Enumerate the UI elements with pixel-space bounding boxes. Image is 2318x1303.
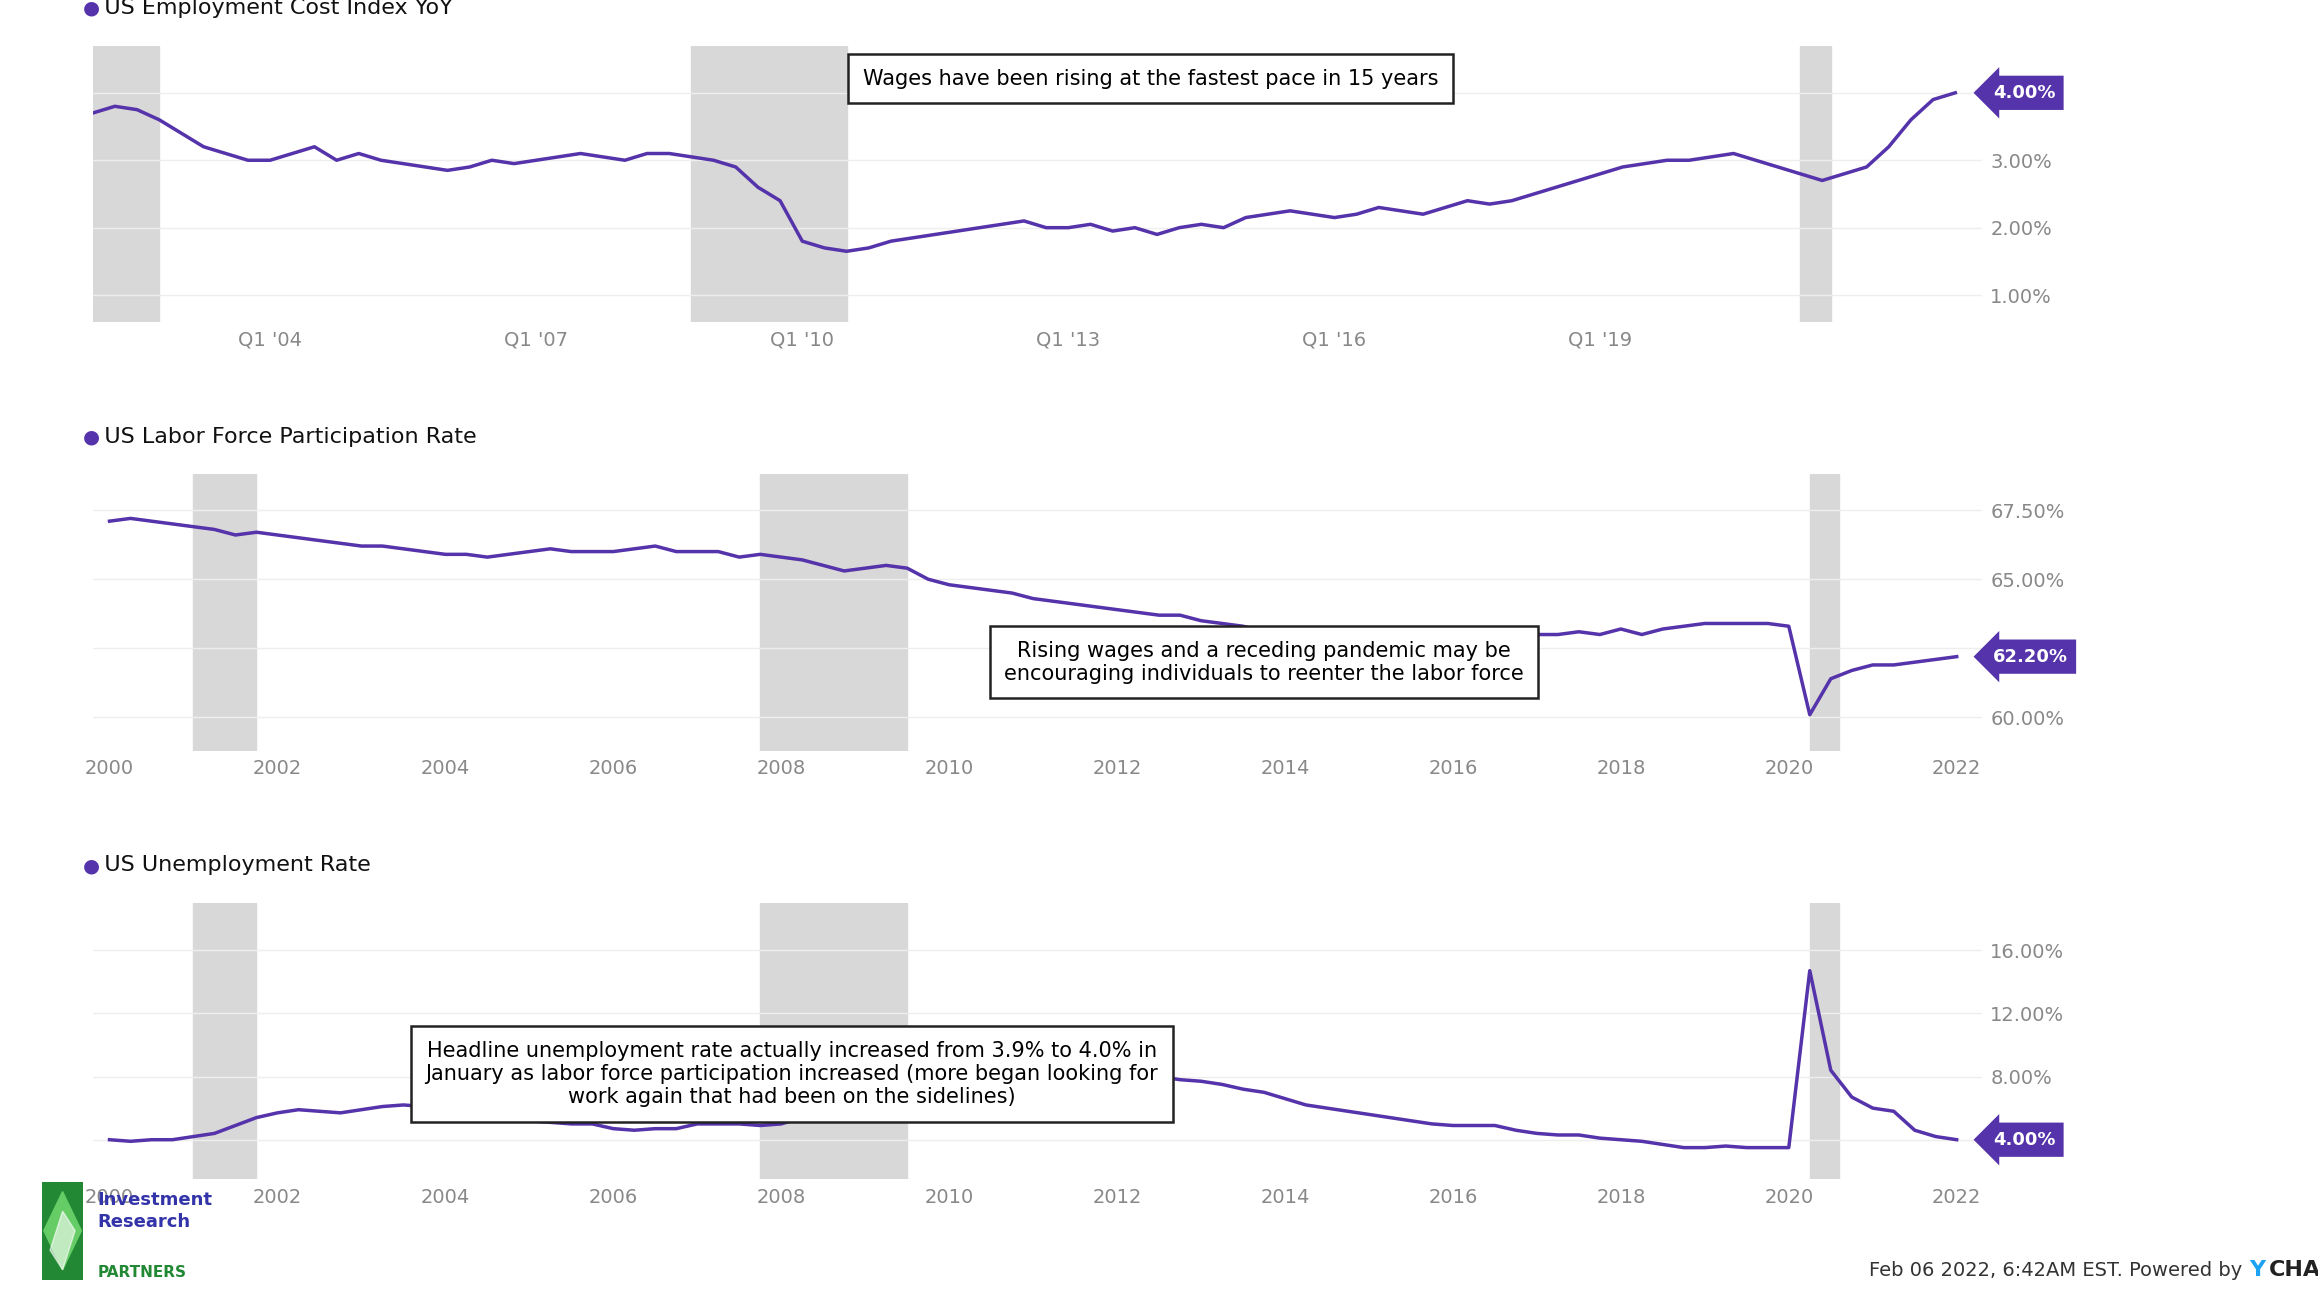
Text: Investment
Research: Investment Research <box>97 1191 213 1231</box>
Bar <box>93 46 160 322</box>
Bar <box>192 903 257 1179</box>
Bar <box>760 474 906 751</box>
Text: 4.00%: 4.00% <box>1993 1131 2056 1149</box>
Text: US Labor Force Participation Rate: US Labor Force Participation Rate <box>83 426 478 447</box>
Text: US Employment Cost Index YoY: US Employment Cost Index YoY <box>83 0 452 18</box>
Text: 62.20%: 62.20% <box>1993 648 2068 666</box>
Text: Rising wages and a receding pandemic may be
encouraging individuals to reenter t: Rising wages and a receding pandemic may… <box>1004 641 1523 684</box>
Text: Wages have been rising at the fastest pace in 15 years: Wages have been rising at the fastest pa… <box>862 69 1439 89</box>
Text: ●: ● <box>83 0 100 18</box>
Text: ●: ● <box>83 856 100 876</box>
Polygon shape <box>51 1212 74 1269</box>
Text: Y: Y <box>2251 1260 2265 1280</box>
Text: 4.00%: 4.00% <box>1993 83 2056 102</box>
Bar <box>1810 474 1838 751</box>
Bar <box>760 903 906 1179</box>
Text: PARTNERS: PARTNERS <box>97 1264 185 1280</box>
Bar <box>192 474 257 751</box>
Polygon shape <box>44 1191 81 1269</box>
Text: Headline unemployment rate actually increased from 3.9% to 4.0% in
January as la: Headline unemployment rate actually incr… <box>424 1041 1159 1108</box>
Bar <box>1810 903 1838 1179</box>
Bar <box>691 46 846 322</box>
Bar <box>1801 46 1831 322</box>
Text: ●: ● <box>83 427 100 447</box>
Text: US Unemployment Rate: US Unemployment Rate <box>83 855 371 876</box>
Text: Feb 06 2022, 6:42AM EST. Powered by: Feb 06 2022, 6:42AM EST. Powered by <box>1868 1260 2248 1280</box>
Text: CHARTS: CHARTS <box>2269 1260 2318 1280</box>
